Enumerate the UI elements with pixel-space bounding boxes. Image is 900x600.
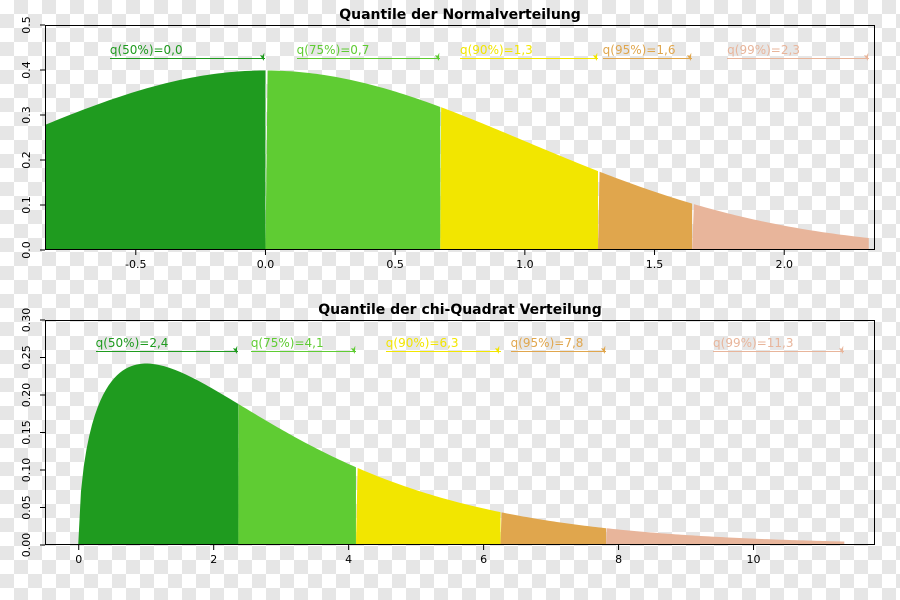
ytick-label: 0.15 xyxy=(20,420,33,445)
quantile-annotation: q(95%)=7,8➤ xyxy=(511,336,606,352)
xtick-label: 10 xyxy=(747,553,761,566)
quantile-annotation: q(75%)=4,1➤ xyxy=(251,336,356,352)
ytick-label: 0.4 xyxy=(20,61,33,79)
xtick-label: 4 xyxy=(345,553,352,566)
quantile-annotation: q(90%)=6,3➤ xyxy=(386,336,501,352)
ytick-label: 0.00 xyxy=(20,533,33,558)
quantile-label: q(99%)=2,3 xyxy=(727,43,800,57)
quantile-annotation: q(90%)=1,3➤ xyxy=(460,43,598,59)
xtick-label: 8 xyxy=(615,553,622,566)
region-3 xyxy=(598,172,692,250)
ytick-label: 0.10 xyxy=(20,458,33,483)
quantile-label: q(90%)=1,3 xyxy=(460,43,533,57)
ytick-label: 0.20 xyxy=(20,383,33,408)
quantile-label: q(95%)=7,8 xyxy=(511,336,584,350)
region-4 xyxy=(692,204,869,250)
xtick-label: 0.0 xyxy=(257,258,275,271)
ytick-label: 0.1 xyxy=(20,196,33,214)
ytick-label: 0.5 xyxy=(20,16,33,34)
quantile-label: q(90%)=6,3 xyxy=(386,336,459,350)
ytick-label: 0.2 xyxy=(20,151,33,169)
region-3 xyxy=(501,512,607,545)
ytick-label: 0.0 xyxy=(20,241,33,259)
quantile-annotation: q(95%)=1,6➤ xyxy=(603,43,692,59)
quantile-annotation: q(50%)=0,0➤ xyxy=(110,43,266,59)
xtick-label: 6 xyxy=(480,553,487,566)
quantile-label: q(99%)=11,3 xyxy=(713,336,793,350)
quantile-label: q(50%)=0,0 xyxy=(110,43,183,57)
plot-svg: 02468100.000.050.100.150.200.250.30 xyxy=(45,320,875,580)
quantile-annotation: q(75%)=0,7➤ xyxy=(297,43,441,59)
quantile-label: q(95%)=1,6 xyxy=(603,43,676,57)
quantile-label: q(75%)=0,7 xyxy=(297,43,370,57)
quantile-annotation: q(99%)=2,3➤ xyxy=(727,43,869,59)
region-0 xyxy=(45,70,265,250)
plot-svg: -0.50.00.51.01.52.00.00.10.20.30.40.5 xyxy=(45,25,875,285)
region-1 xyxy=(265,70,440,250)
region-2 xyxy=(356,468,501,545)
quantile-annotation: q(50%)=2,4➤ xyxy=(96,336,239,352)
xtick-label: 0 xyxy=(75,553,82,566)
region-2 xyxy=(440,107,598,250)
panel-normal: Quantile der Normalverteilung-0.50.00.51… xyxy=(45,25,875,285)
ytick-label: 0.30 xyxy=(20,308,33,333)
xtick-label: 2 xyxy=(210,553,217,566)
region-0 xyxy=(45,364,238,545)
xtick-label: 1.5 xyxy=(646,258,664,271)
quantile-label: q(75%)=4,1 xyxy=(251,336,324,350)
panel-title: Quantile der chi-Quadrat Verteilung xyxy=(45,302,875,318)
quantile-label: q(50%)=2,4 xyxy=(96,336,169,350)
quantile-annotation: q(99%)=11,3➤ xyxy=(713,336,844,352)
region-1 xyxy=(238,404,356,545)
xtick-label: 0.5 xyxy=(386,258,404,271)
ytick-label: 0.3 xyxy=(20,106,33,124)
region-4 xyxy=(606,528,844,545)
panel-title: Quantile der Normalverteilung xyxy=(45,7,875,23)
xtick-label: 1.0 xyxy=(516,258,534,271)
panel-chi2: Quantile der chi-Quadrat Verteilung02468… xyxy=(45,320,875,580)
xtick-label: -0.5 xyxy=(125,258,146,271)
xtick-label: 2.0 xyxy=(775,258,793,271)
ytick-label: 0.05 xyxy=(20,495,33,520)
ytick-label: 0.25 xyxy=(20,345,33,370)
